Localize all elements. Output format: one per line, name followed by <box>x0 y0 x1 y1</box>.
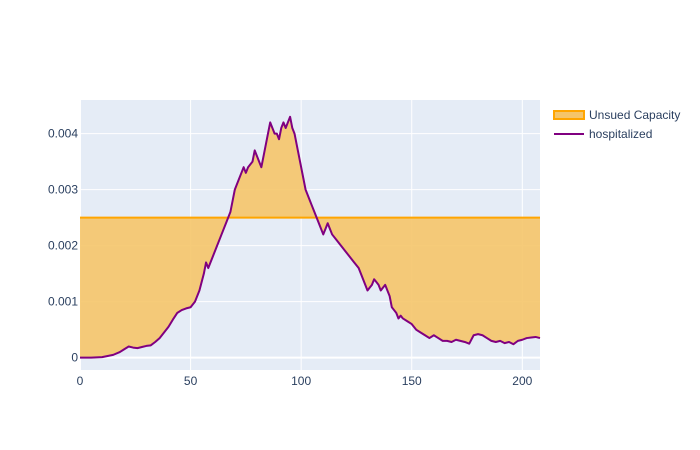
y-tick-label: 0.001 <box>48 295 78 309</box>
x-tick-label: 200 <box>512 374 532 388</box>
y-tick-label: 0.003 <box>48 183 78 197</box>
y-tick-label: 0 <box>71 351 78 365</box>
series-lines <box>80 115 541 359</box>
unused-capacity-area <box>80 116 540 358</box>
x-tick-label: 100 <box>291 374 311 388</box>
legend-label-hospitalized: hospitalized <box>589 127 652 141</box>
x-tick-label: 50 <box>184 374 198 388</box>
y-tick-label: 0.004 <box>48 127 78 141</box>
hospitalized-line <box>80 115 541 359</box>
axis-ticks: 0 50 100 150 200 0 0.001 0.002 0.003 0.004 <box>48 127 533 388</box>
x-tick-label: 0 <box>77 374 84 388</box>
legend-label-capacity: Unsued Capacity <box>589 108 680 122</box>
y-tick-label: 0.002 <box>48 239 78 253</box>
legend-swatch-capacity <box>553 110 585 120</box>
x-tick-label: 150 <box>402 374 422 388</box>
unused-capacity-fill <box>80 116 540 358</box>
legend: Unsued Capacity hospitalized <box>553 108 680 141</box>
